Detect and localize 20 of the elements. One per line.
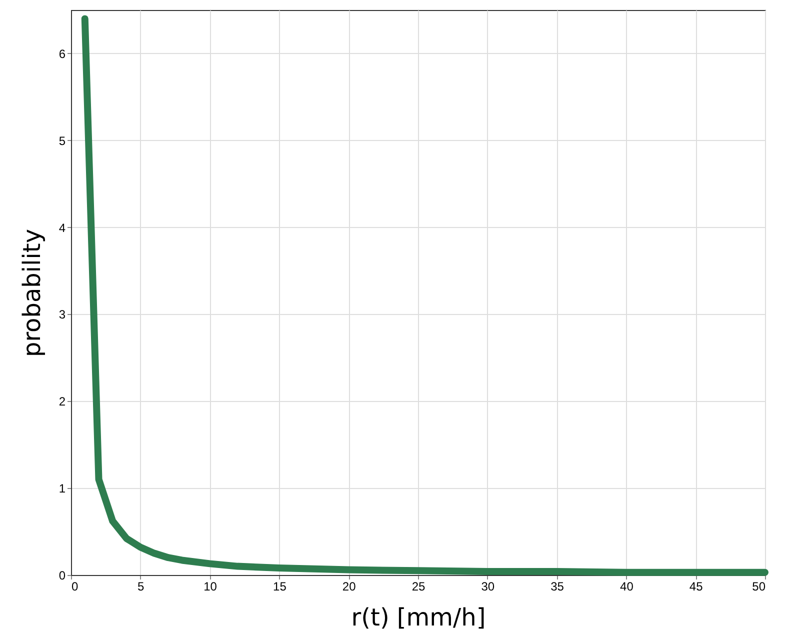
y-tick-label: 6 [58, 46, 66, 61]
y-tick-label: 1 [58, 482, 66, 496]
x-tick-label: 50 [752, 580, 766, 594]
x-tick-label: 10 [204, 580, 218, 594]
x-tick-label: 0 [72, 580, 78, 594]
x-tick-label: 35 [550, 580, 564, 594]
x-tick-label: 40 [620, 580, 634, 594]
y-tick-label: 2 [58, 394, 66, 409]
x-tick-label: 45 [689, 580, 704, 594]
x-tick-label: 30 [481, 580, 495, 594]
x-axis-title: r(t) [mm/h] [351, 604, 486, 632]
y-axis-title: probability [18, 228, 46, 358]
x-tick-label: 15 [273, 580, 287, 594]
y-tick-label: 3 [58, 308, 66, 322]
y-tick-label: 0 [58, 568, 66, 582]
y-tick-label: 4 [58, 220, 66, 235]
x-tick-label: 25 [412, 580, 426, 594]
x-tick-label: 5 [138, 580, 145, 594]
y-tick-label: 5 [58, 134, 66, 148]
x-tick-label: 20 [342, 580, 356, 594]
